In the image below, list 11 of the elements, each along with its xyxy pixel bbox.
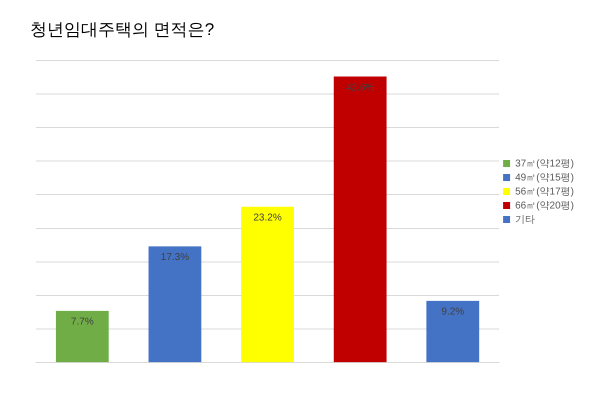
chart-title: 청년임대주택의 면적은?	[30, 20, 214, 39]
data-label: 7.7%	[70, 316, 94, 328]
data-label: 9.2%	[441, 306, 464, 318]
legend-label: 66㎡(약20평)	[515, 200, 574, 212]
legend-label: 56㎡(약17평)	[515, 186, 574, 198]
data-label: 42.6%	[346, 82, 374, 94]
data-label: 17.3%	[160, 252, 190, 264]
legend-label: 기타	[515, 214, 536, 226]
data-label: 23.2%	[253, 212, 282, 224]
legend-label: 37㎡(약12평)	[515, 158, 574, 170]
legend-label: 49㎡(약15평)	[515, 172, 574, 184]
